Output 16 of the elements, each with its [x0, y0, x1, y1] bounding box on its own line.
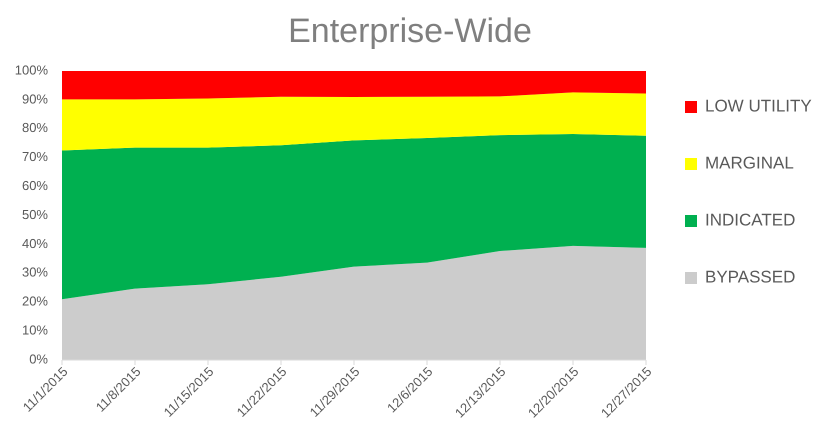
legend-label: BYPASSED [705, 267, 796, 286]
y-tick-label: 10% [22, 322, 48, 338]
y-tick-label: 90% [22, 91, 48, 106]
chart-title: Enterprise-Wide [288, 12, 532, 50]
y-tick-label: 80% [22, 120, 48, 136]
legend-label: INDICATED [705, 210, 796, 230]
legend-label: MARGINAL [705, 153, 794, 172]
y-tick-label: 100% [14, 62, 48, 78]
y-tick-label: 0% [29, 351, 48, 366]
y-tick-label: 70% [22, 149, 48, 164]
legend-label: LOW UTILITY [705, 96, 812, 116]
y-tick-label: 20% [22, 294, 48, 309]
y-tick-label: 50% [22, 206, 48, 222]
y-tick-label: 30% [22, 264, 48, 280]
y-tick-label: 40% [22, 236, 48, 251]
y-tick-label: 60% [22, 178, 48, 194]
